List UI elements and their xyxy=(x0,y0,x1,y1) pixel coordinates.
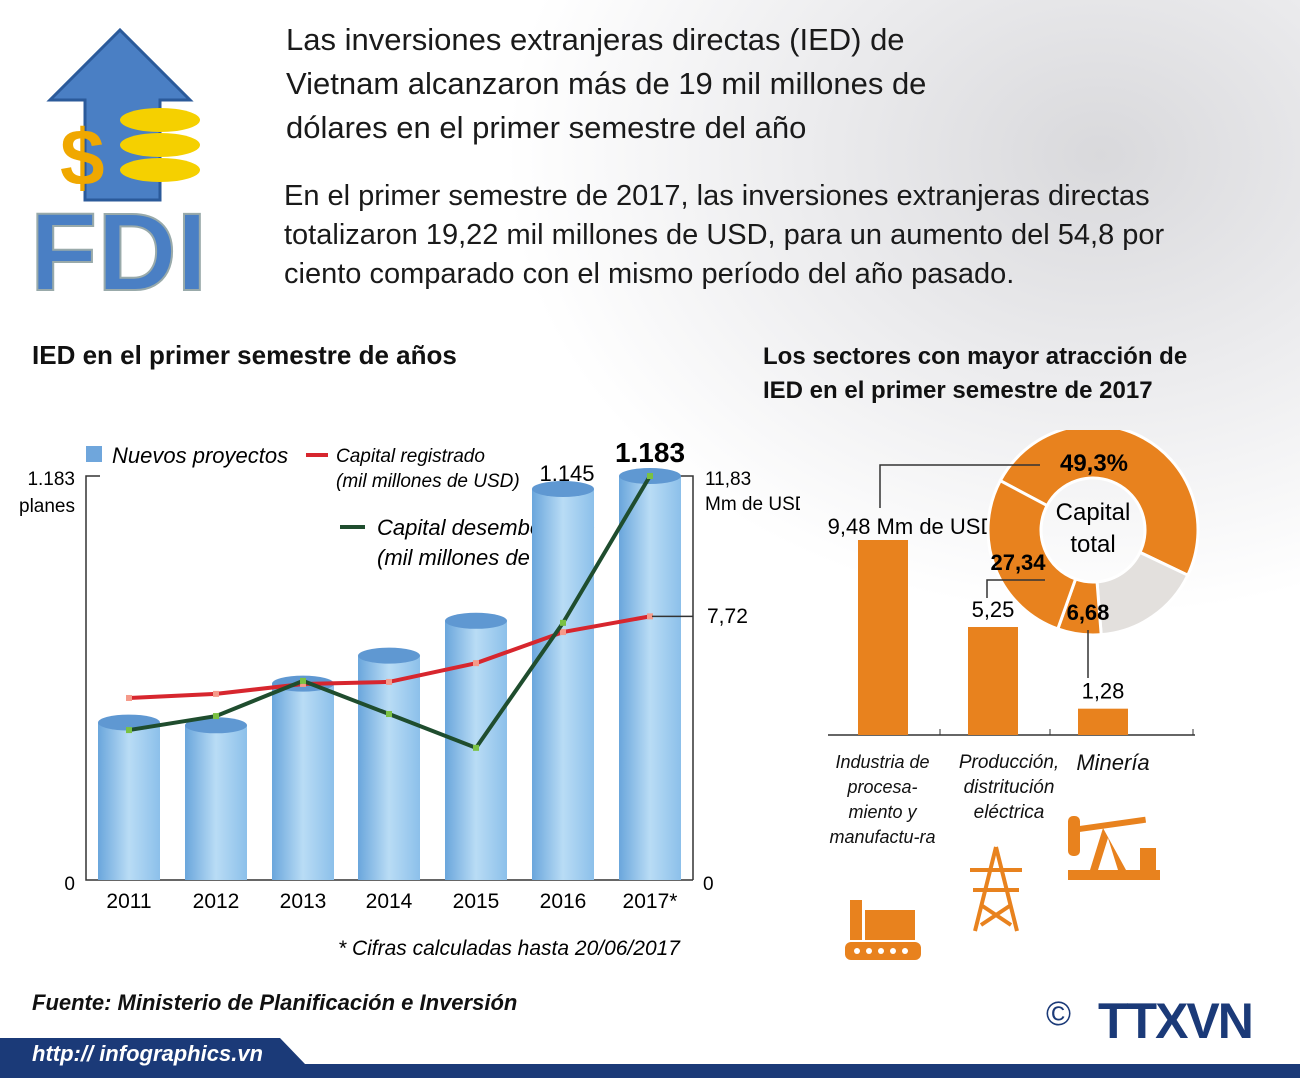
sector-bar xyxy=(968,627,1018,735)
sectors-chart: 9,48 Mm de USD 5,25 1,28 49,3% 6,68 27,34 Capi… xyxy=(828,430,1200,736)
bar-2012 xyxy=(185,725,247,880)
sector-label-electricity: Producción, distritución eléctrica xyxy=(958,752,1060,823)
right-axis-mid: 7,72 xyxy=(707,605,748,628)
legend-registered: Capital registrado xyxy=(336,446,485,467)
sector-bar xyxy=(858,539,908,735)
right-axis xyxy=(680,475,694,880)
bar-cap xyxy=(445,612,507,629)
bar-cap xyxy=(532,480,594,497)
sector-bar xyxy=(1078,708,1128,735)
registered-line-point xyxy=(647,613,653,620)
website-link[interactable]: http:// infographics.vn xyxy=(32,1041,263,1066)
donut-center-label: total xyxy=(1070,531,1115,558)
sector-value: 9,48 Mm de USD xyxy=(828,514,997,539)
source-text: Fuente: Ministerio de Planificación e In… xyxy=(32,990,518,1015)
copyright-symbol: © xyxy=(1046,995,1072,1033)
donut-label: 6,68 xyxy=(1067,600,1110,625)
legend-registered-unit: (mil millones de USD) xyxy=(336,471,520,492)
sector-value: 1,28 xyxy=(1082,679,1125,704)
disbursed-line-point xyxy=(560,619,566,626)
power-tower-icon xyxy=(970,846,1022,932)
x-tick-label: 2017* xyxy=(623,890,678,913)
registered-line-point xyxy=(386,678,392,685)
x-tick-label: 2011 xyxy=(106,890,151,913)
bar-2014 xyxy=(358,655,420,880)
bar-label: 1.145 xyxy=(539,461,594,486)
donut-slice xyxy=(986,478,1078,631)
legend-projects: Nuevos proyectos xyxy=(112,443,288,468)
x-tick-label: 2013 xyxy=(280,890,327,913)
left-axis-zero: 0 xyxy=(64,874,75,895)
registered-line-point xyxy=(473,660,479,667)
right-chart-title: Los sectores con mayor atracción de IED … xyxy=(763,343,1188,404)
leader-electricity xyxy=(986,579,1045,598)
sector-value: 5,25 xyxy=(972,597,1015,622)
bar-cap xyxy=(185,717,247,734)
fdi-logo: $ FDI xyxy=(29,27,208,305)
donut-center-label: Capital xyxy=(1056,499,1131,526)
sector-label-mining: Minería xyxy=(1076,750,1150,775)
agency-logo: TTXVN xyxy=(1098,993,1254,1049)
bar-label: 1.183 xyxy=(615,437,685,468)
registered-line-point xyxy=(560,629,566,636)
oil-pump-icon xyxy=(1068,816,1160,880)
donut-slice xyxy=(998,430,1200,578)
footer-bar xyxy=(0,1038,1300,1078)
svg-text:$: $ xyxy=(60,113,105,202)
sector-label-manufacturing: Industria de procesa-miento y manufactu-… xyxy=(829,752,936,847)
x-tick-label: 2014 xyxy=(366,890,413,913)
bar-cap xyxy=(358,647,420,664)
x-tick-label: 2012 xyxy=(193,890,240,913)
leader-manufacturing xyxy=(879,464,1040,508)
disbursed-line-point xyxy=(473,744,479,751)
x-tick-label: 2015 xyxy=(453,890,500,913)
legend-swatch-projects xyxy=(86,446,102,462)
registered-line-point xyxy=(213,690,219,697)
donut-label: 49,3% xyxy=(1060,450,1128,477)
footnote: * Cifras calculadas hasta 20/06/2017 xyxy=(338,937,681,960)
disbursed-line-point xyxy=(213,713,219,720)
projects-capital-chart: Nuevos proyectos Capital registrado (mil… xyxy=(19,437,800,960)
right-axis-zero: 0 xyxy=(703,874,714,895)
left-axis-unit: planes xyxy=(19,496,75,517)
agency-subtitle: Vietnam News Agency xyxy=(1158,1048,1265,1059)
bar-2017* xyxy=(619,476,681,880)
registered-line-point xyxy=(300,680,306,687)
disbursed-line-point xyxy=(386,711,392,718)
factory-icon xyxy=(845,900,921,960)
donut-label: 27,34 xyxy=(990,550,1046,575)
right-axis-top: 11,83 xyxy=(705,469,751,490)
bar-2013 xyxy=(272,683,334,880)
bar-2011 xyxy=(98,722,160,880)
left-axis-top: 1.183 xyxy=(27,469,75,490)
disbursed-line-point xyxy=(300,677,306,684)
svg-text:FDI: FDI xyxy=(30,191,207,305)
registered-line-point xyxy=(126,694,132,701)
bar-2016 xyxy=(532,488,594,880)
x-tick-label: 2016 xyxy=(540,890,587,913)
lead-paragraph: En el primer semestre de 2017, las inver… xyxy=(284,180,1165,290)
left-chart-title: IED en el primer semestre de años xyxy=(32,340,457,370)
disbursed-line-point xyxy=(647,473,653,479)
right-axis-unit: Mm de USD xyxy=(705,494,800,515)
disbursed-line-point xyxy=(126,727,132,734)
main-title: Las inversiones extranjeras directas (IE… xyxy=(286,22,927,145)
